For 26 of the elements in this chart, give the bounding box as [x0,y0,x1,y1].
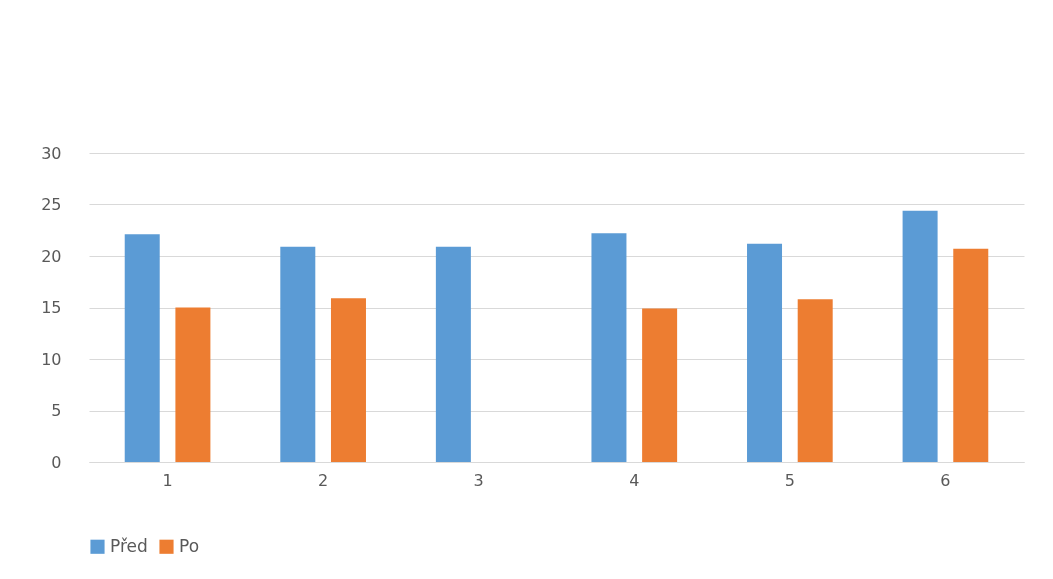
bar [330,298,366,462]
x-tick-label: 3 [473,470,484,490]
x-tick-label: 5 [784,470,795,490]
y-tick-label: 0 [51,452,62,472]
bar [642,308,678,462]
bar [747,243,783,462]
bar [902,210,938,462]
y-tick-label: 25 [41,195,62,214]
y-tick-label: 5 [51,401,62,420]
x-tick-label: 1 [162,470,173,490]
bar [435,246,471,462]
y-tick-label: 20 [41,246,62,266]
y-tick-label: 15 [41,298,62,317]
legend-label: Po [179,535,200,556]
y-tick-label: 10 [41,349,62,369]
bar [591,233,627,462]
y-tick-label: 30 [41,143,62,163]
bar [953,248,989,462]
bar [124,234,160,462]
x-tick-label: 4 [629,470,640,490]
bar [175,307,211,462]
bar [280,246,316,462]
bar [797,299,833,462]
x-tick-label: 6 [940,470,951,490]
x-tick-label: 2 [318,470,329,490]
legend-label: Před [110,535,148,556]
